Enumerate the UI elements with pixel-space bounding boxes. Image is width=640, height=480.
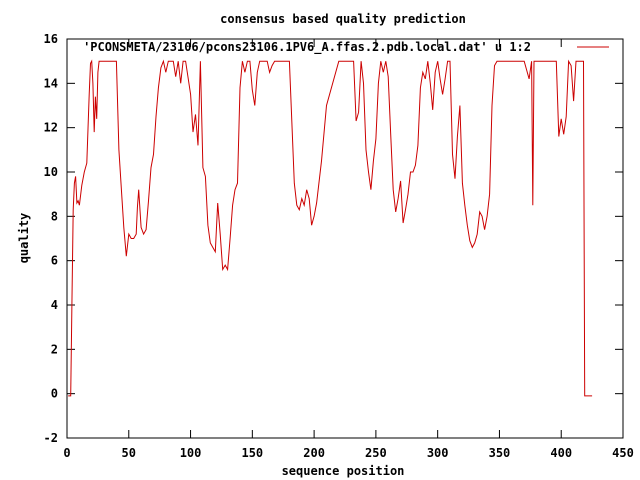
x-tick-label: 400 (550, 446, 572, 460)
y-tick-label: 10 (44, 165, 58, 179)
plot-area-border (66, 38, 624, 439)
y-tick-label: 6 (51, 254, 58, 268)
y-tick-label: 8 (51, 209, 58, 223)
x-tick-label: 250 (365, 446, 387, 460)
y-tick-label: 4 (51, 298, 58, 312)
x-tick-label: 350 (489, 446, 511, 460)
x-tick-label: 100 (180, 446, 202, 460)
x-axis-label: sequence position (282, 464, 405, 478)
y-tick-label: -2 (44, 431, 58, 445)
legend-label: 'PCONSMETA/23106/pcons23106.1PV6_A.ffas.… (83, 40, 531, 55)
y-tick-label: 16 (44, 32, 58, 46)
x-tick-label: 0 (63, 446, 70, 460)
series-group (68, 59, 593, 397)
series-line (68, 59, 593, 397)
x-tick-label: 450 (612, 446, 634, 460)
x-tick-label: 300 (427, 446, 449, 460)
y-tick-label: 14 (44, 76, 58, 90)
y-tick-label: 12 (44, 121, 58, 135)
x-tick-label: 200 (303, 446, 325, 460)
chart-title: consensus based quality prediction (220, 12, 466, 26)
y-axis-label: quality (17, 213, 31, 264)
y-tick-label: 2 (51, 342, 58, 356)
x-tick-label: 50 (122, 446, 136, 460)
y-tick-label: 0 (51, 387, 58, 401)
x-tick-label: 150 (241, 446, 263, 460)
legend: 'PCONSMETA/23106/pcons23106.1PV6_A.ffas.… (83, 40, 609, 55)
axis-ticks: -2 0 2 4 6 8 10 12 14 16 0 50 100 150 200 250 300 350 400 4… (44, 32, 634, 460)
